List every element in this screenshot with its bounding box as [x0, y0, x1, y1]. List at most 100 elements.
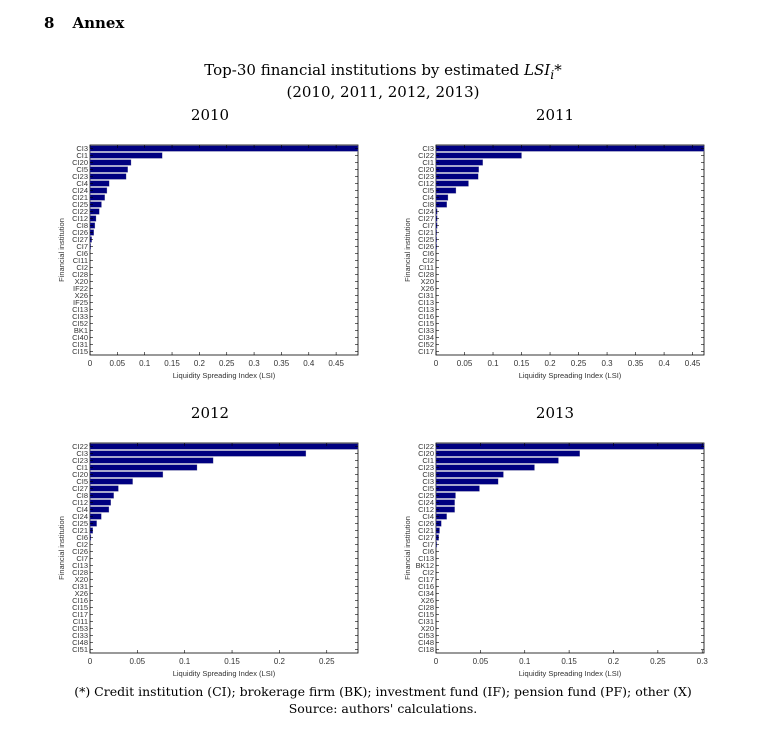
y-tick-label: CI21: [72, 526, 88, 535]
bar: [435, 152, 522, 159]
y-tick-label: CI48: [418, 638, 434, 647]
y-tick-label: CI6: [76, 249, 88, 258]
x-tick-label: 0.25: [319, 657, 335, 666]
x-axis-label: Liquidity Spreading Index (LSI): [173, 371, 276, 380]
x-tick-label: 0.25: [650, 657, 666, 666]
x-tick-label: 0: [88, 359, 93, 368]
y-tick-label: CI28: [72, 568, 88, 577]
y-tick-label: X26: [75, 589, 88, 598]
chart-2013: CI22 CI20 CI1 CI23 CI8 CI3 CI5 CI25 CI24 CI12 CI4 C…: [386, 438, 716, 683]
y-tick-label: CI15: [72, 603, 88, 612]
y-tick-label: CI13: [418, 298, 434, 307]
y-tick-label: X20: [421, 277, 434, 286]
y-tick-label: CI4: [422, 512, 434, 521]
plot-area: [435, 442, 705, 654]
footnote: (*) Credit institution (CI); brokerage f…: [74, 684, 692, 699]
y-tick-label: CI23: [72, 456, 88, 465]
y-tick-label: CI1: [76, 151, 88, 160]
y-tick-label: X20: [421, 624, 434, 633]
y-tick-label: CI40: [72, 333, 88, 342]
section-heading: 8 Annex: [44, 14, 142, 32]
y-tick-label: CI23: [72, 172, 88, 181]
chart-title-2013: 2013: [535, 404, 575, 422]
y-tick-label: CI22: [418, 151, 434, 160]
plot-area: [89, 144, 359, 356]
y-tick-label: X26: [75, 291, 88, 300]
y-tick-label: CI24: [72, 512, 88, 521]
bar: [435, 457, 559, 464]
y-tick-label: CI7: [422, 221, 434, 230]
y-axis-label: Financial institution: [403, 218, 412, 282]
y-tick-label: CI5: [422, 484, 434, 493]
y-tick-label: CI3: [422, 144, 434, 153]
bar: [89, 450, 307, 457]
y-tick-label: CI34: [418, 333, 434, 342]
x-tick-label: 0.3: [697, 657, 709, 666]
title-sub: i: [550, 67, 555, 82]
bar: [435, 166, 479, 173]
x-tick-label: 0.3: [249, 359, 261, 368]
y-tick-label: CI21: [72, 193, 88, 202]
y-tick-label: CI20: [72, 158, 88, 167]
y-tick-label: CI8: [76, 491, 88, 500]
bar: [89, 443, 359, 450]
x-axis-label: Liquidity Spreading Index (LSI): [173, 669, 276, 678]
y-axis-label: Financial institution: [57, 218, 66, 282]
bar: [435, 485, 480, 492]
y-tick-label: X26: [421, 596, 434, 605]
title-var: LSI: [524, 61, 551, 79]
x-tick-label: 0.1: [179, 657, 191, 666]
y-tick-label: CI25: [418, 491, 434, 500]
y-tick-label: CI2: [422, 568, 434, 577]
bar: [435, 450, 580, 457]
y-tick-label: CI4: [76, 179, 88, 188]
y-tick-label: CI53: [418, 631, 434, 640]
bar: [435, 173, 479, 180]
x-tick-label: 0.3: [602, 359, 614, 368]
y-tick-label: CI7: [76, 242, 88, 251]
y-tick-label: CI27: [418, 214, 434, 223]
x-tick-label: 0.15: [164, 359, 180, 368]
chart-2012: CI22 CI3 CI23 CI1 CI20 CI5 CI27 CI8 CI12 CI4 CI24 C…: [40, 438, 370, 683]
y-tick-label: CI12: [418, 179, 434, 188]
y-tick-label: CI51: [72, 645, 88, 654]
y-tick-label: IF25: [73, 298, 88, 307]
bar: [435, 180, 469, 187]
y-tick-label: CI7: [422, 540, 434, 549]
y-tick-label: CI1: [422, 456, 434, 465]
bar: [89, 478, 133, 485]
bar: [89, 457, 214, 464]
y-tick-label: CI33: [72, 631, 88, 640]
y-tick-label: CI12: [72, 498, 88, 507]
y-tick-label: CI2: [76, 540, 88, 549]
x-tick-label: 0.15: [224, 657, 240, 666]
x-axis-label: Liquidity Spreading Index (LSI): [519, 669, 622, 678]
y-tick-label: CI22: [72, 207, 88, 216]
y-tick-label: CI12: [418, 505, 434, 514]
y-tick-label: CI26: [418, 519, 434, 528]
y-tick-label: CI20: [418, 449, 434, 458]
chart-2011: CI3 CI22 CI1 CI20 CI23 CI12 CI5 CI4 CI8 CI24 CI27 C…: [386, 140, 716, 385]
y-tick-label: CI16: [418, 312, 434, 321]
bar: [89, 166, 128, 173]
y-tick-label: CI28: [418, 270, 434, 279]
y-tick-label: CI15: [72, 347, 88, 356]
figure-title: Top-30 financial institutions by estimat…: [0, 61, 766, 82]
x-tick-label: 0.05: [457, 359, 473, 368]
x-tick-label: 0.35: [628, 359, 644, 368]
y-tick-label: CI1: [422, 158, 434, 167]
y-tick-label: CI21: [418, 228, 434, 237]
y-tick-label: CI13: [418, 554, 434, 563]
x-tick-label: 0.2: [608, 657, 620, 666]
x-tick-label: 0.45: [328, 359, 344, 368]
y-tick-label: X26: [421, 284, 434, 293]
plot-area: [435, 144, 705, 356]
y-tick-label: CI13: [418, 305, 434, 314]
y-tick-label: IF22: [73, 284, 88, 293]
bar: [435, 478, 499, 485]
y-tick-label: CI13: [72, 305, 88, 314]
y-tick-label: CI8: [422, 470, 434, 479]
chart-title-2012: 2012: [190, 404, 230, 422]
y-tick-label: CI6: [76, 533, 88, 542]
y-tick-label: CI21: [418, 526, 434, 535]
